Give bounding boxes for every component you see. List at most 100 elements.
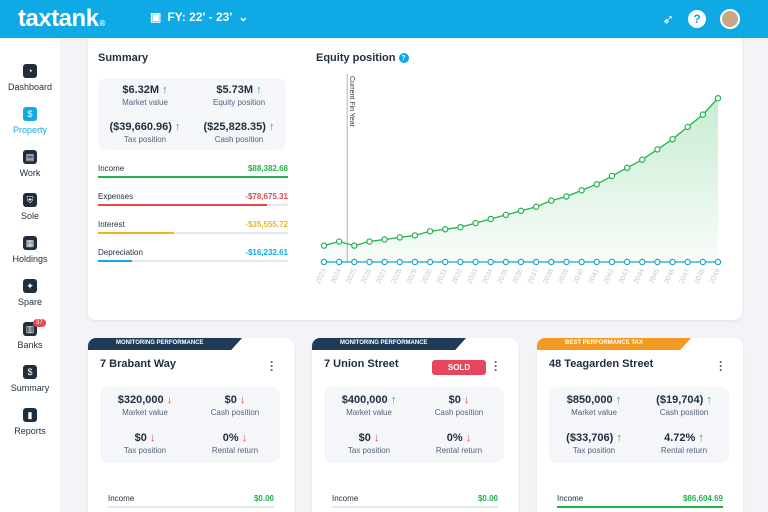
data-point[interactable] bbox=[714, 258, 722, 266]
data-point[interactable] bbox=[381, 236, 388, 243]
x-tick-label: 2046 bbox=[663, 268, 676, 285]
property-stat-value: $400,000 ↑ bbox=[341, 394, 397, 406]
x-tick-label: 2024 bbox=[330, 268, 343, 285]
x-tick-label: 2030 bbox=[421, 268, 434, 285]
help-icon[interactable]: ? bbox=[688, 10, 706, 28]
data-point[interactable] bbox=[654, 258, 661, 266]
property-card[interactable]: MONITORING PERFORMANCE 7 Union Street · · · S… bbox=[312, 338, 518, 512]
data-point[interactable] bbox=[411, 258, 419, 266]
data-point[interactable] bbox=[563, 258, 570, 266]
data-point[interactable] bbox=[320, 258, 328, 266]
data-point[interactable] bbox=[351, 258, 358, 266]
data-point[interactable] bbox=[457, 223, 464, 231]
property-card[interactable]: MONITORING PERFORMANCE 7 Brabant Way · · · $3… bbox=[88, 338, 294, 512]
data-point[interactable] bbox=[578, 258, 585, 266]
rocket-icon[interactable]: ➶ bbox=[662, 10, 674, 27]
x-tick-label: 2023 bbox=[316, 268, 328, 285]
summary-stat-value: ($25,828.35) ↑ bbox=[203, 121, 275, 133]
help-icon[interactable]: ? bbox=[398, 53, 409, 64]
data-point[interactable] bbox=[366, 238, 373, 245]
data-point[interactable] bbox=[517, 207, 525, 215]
x-tick-label: 2025 bbox=[345, 268, 358, 285]
more-vertical-icon[interactable]: · · · bbox=[719, 355, 723, 377]
data-point[interactable] bbox=[608, 172, 616, 180]
data-point[interactable] bbox=[472, 258, 479, 266]
sidebar-item-sole[interactable]: ⛨ Sole bbox=[0, 193, 60, 221]
data-point[interactable] bbox=[532, 258, 540, 266]
data-point[interactable] bbox=[502, 258, 510, 266]
data-point[interactable] bbox=[578, 187, 585, 194]
data-point[interactable] bbox=[548, 258, 555, 266]
data-point[interactable] bbox=[563, 193, 570, 200]
data-point[interactable] bbox=[623, 258, 631, 266]
sidebar-item-summary[interactable]: $ Summary bbox=[0, 365, 60, 393]
data-point[interactable] bbox=[487, 258, 494, 266]
data-point[interactable] bbox=[699, 111, 707, 118]
data-point[interactable] bbox=[335, 258, 343, 266]
data-point[interactable] bbox=[623, 164, 631, 172]
data-point[interactable] bbox=[366, 258, 373, 266]
sidebar-item-property[interactable]: $ Property bbox=[0, 101, 60, 145]
data-point[interactable] bbox=[517, 258, 525, 266]
sidebar-item-work[interactable]: ▤ Work bbox=[0, 150, 60, 178]
summary-line-expenses: Expenses -$78,675.31 bbox=[98, 192, 288, 206]
line-label: Income bbox=[98, 164, 125, 173]
more-vertical-icon[interactable]: · · · bbox=[494, 355, 498, 377]
logo[interactable]: taxtank® bbox=[18, 5, 105, 32]
property-stat-value: 0% ↓ bbox=[222, 432, 248, 444]
data-point[interactable] bbox=[381, 258, 388, 266]
property-stat-label: Cash position bbox=[434, 408, 484, 417]
data-point[interactable] bbox=[548, 197, 555, 204]
equity-chart: Current Fin Year 2023 2024 2025 2026 2027 2028… bbox=[316, 74, 722, 285]
data-point[interactable] bbox=[472, 219, 479, 227]
data-point[interactable] bbox=[426, 228, 434, 235]
data-point[interactable] bbox=[684, 258, 691, 266]
data-point[interactable] bbox=[654, 146, 661, 153]
property-card[interactable]: BEST PERFORMANCE TAX 48 Teagarden Street ·… bbox=[537, 338, 743, 512]
data-point[interactable] bbox=[335, 238, 343, 245]
avatar[interactable] bbox=[720, 9, 740, 29]
data-point[interactable] bbox=[351, 242, 358, 249]
property-income: Income $0.00 bbox=[332, 494, 498, 508]
data-point[interactable] bbox=[396, 234, 403, 241]
data-point[interactable] bbox=[487, 215, 494, 223]
data-point[interactable] bbox=[639, 156, 646, 163]
property-name[interactable]: 48 Teagarden Street bbox=[549, 358, 654, 370]
line-value: $88,382.68 bbox=[247, 164, 288, 173]
data-point[interactable] bbox=[396, 258, 403, 266]
more-vertical-icon[interactable]: · · · bbox=[270, 355, 274, 377]
property-stat-label: Market value bbox=[571, 408, 617, 417]
data-point[interactable] bbox=[639, 258, 646, 266]
data-point[interactable] bbox=[411, 232, 419, 239]
data-point[interactable] bbox=[502, 211, 510, 219]
property-name[interactable]: 7 Brabant Way bbox=[100, 358, 177, 370]
sidebar-item-label: Summary bbox=[10, 383, 50, 393]
sidebar-item-holdings[interactable]: ▦ Holdings bbox=[0, 236, 60, 264]
performance-tag: BEST PERFORMANCE TAX bbox=[537, 338, 691, 350]
sidebar-item-label: Work bbox=[19, 168, 41, 178]
data-point[interactable] bbox=[320, 242, 328, 249]
data-point[interactable] bbox=[426, 258, 434, 266]
sidebar-item-label: Banks bbox=[17, 340, 43, 350]
data-point[interactable] bbox=[442, 258, 449, 266]
sidebar-item-dashboard[interactable]: ◔ Dashboard bbox=[0, 64, 60, 92]
arrow-up-icon: ↑ bbox=[162, 84, 168, 96]
data-point[interactable] bbox=[669, 258, 676, 266]
data-point[interactable] bbox=[593, 258, 600, 266]
data-point[interactable] bbox=[457, 258, 464, 266]
data-point[interactable] bbox=[699, 258, 707, 266]
data-point[interactable] bbox=[442, 226, 449, 233]
fy-selector[interactable]: ▣ FY: 22' - 23' ⌄ bbox=[150, 10, 248, 24]
data-point[interactable] bbox=[608, 258, 616, 266]
x-tick-label: 2031 bbox=[436, 268, 449, 285]
property-name[interactable]: 7 Union Street bbox=[324, 358, 399, 370]
data-point[interactable] bbox=[714, 95, 722, 102]
sidebar-item-label: Reports bbox=[14, 426, 46, 436]
data-point[interactable] bbox=[593, 181, 600, 188]
data-point[interactable] bbox=[684, 123, 691, 131]
data-point[interactable] bbox=[532, 203, 540, 210]
sidebar-item-banks[interactable]: ▥ Banks 37 bbox=[0, 319, 60, 350]
data-point[interactable] bbox=[669, 135, 676, 143]
sidebar-item-reports[interactable]: ▮ Reports bbox=[0, 408, 60, 436]
sidebar-item-spare[interactable]: ✦ Spare bbox=[0, 279, 60, 307]
